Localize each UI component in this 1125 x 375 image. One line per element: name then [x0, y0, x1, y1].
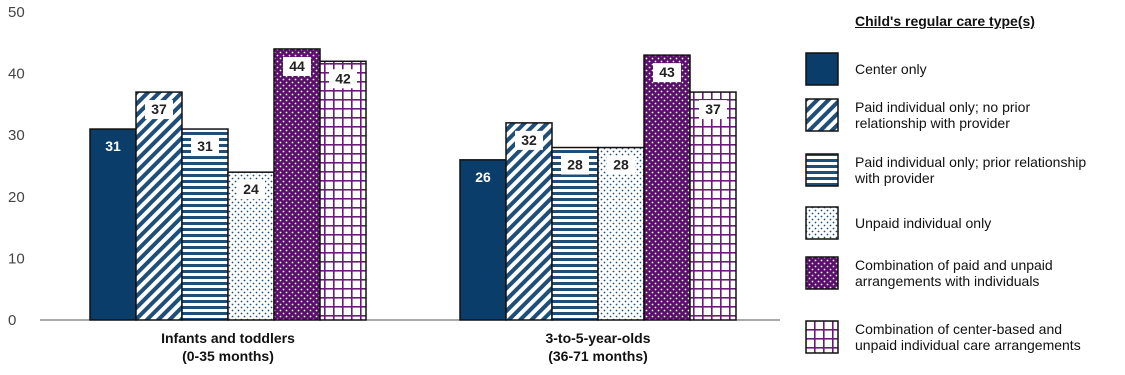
y-tick-label: 0: [8, 312, 16, 329]
bar: [319, 60, 367, 321]
legend-swatch: [805, 52, 839, 86]
value-label-box: [515, 130, 543, 150]
bar: [273, 48, 321, 321]
value-label-box: [699, 100, 727, 120]
legend-label: Unpaid individual only: [855, 215, 992, 231]
value-label: 32: [521, 132, 537, 148]
value-label-box: [283, 56, 311, 76]
bar: [597, 146, 645, 321]
value-label: 44: [289, 58, 305, 74]
legend-swatch: [805, 153, 839, 187]
value-label-box: [561, 155, 589, 175]
value-label-box: [653, 63, 681, 83]
bar: [135, 91, 183, 321]
bar: [505, 122, 553, 321]
legend-label: Combination of center-based and unpaid i…: [855, 321, 1081, 353]
bar: [227, 171, 275, 321]
bar-chart: 0 10 20 30 40 50 31 37 31 24 44 42 26 32 28 28 43 37 Inf…: [8, 4, 780, 364]
legend-swatch: [805, 206, 839, 240]
value-label: 24: [243, 181, 259, 197]
value-label: 28: [613, 157, 629, 173]
value-label: 43: [659, 64, 675, 80]
category-label: Infants and toddlers: [161, 330, 295, 346]
bar: [89, 128, 137, 321]
legend-item: Center only: [805, 52, 1105, 86]
legend-title: Child's regular care type(s): [855, 13, 1035, 29]
value-label-box: [191, 137, 219, 157]
y-tick-label: 20: [8, 189, 25, 206]
value-label: 37: [705, 101, 721, 117]
y-tick-label: 40: [8, 66, 25, 83]
value-label-box: [329, 69, 357, 89]
value-label: 42: [335, 70, 351, 86]
bar: [689, 91, 737, 321]
legend: Child's regular care type(s) Center only…: [805, 8, 1115, 354]
category-label: (0-35 months): [182, 348, 274, 364]
value-label-box: [607, 155, 635, 175]
category-labels: Infants and toddlers (0-35 months) 3-to-5-…: [161, 330, 651, 364]
legend-item: Paid individual only; prior relationship…: [805, 153, 1105, 187]
legend-label: Paid individual only; prior relationship…: [855, 154, 1087, 186]
value-label: 37: [151, 101, 167, 117]
legend-swatch: [805, 256, 839, 290]
value-label: 31: [105, 138, 121, 154]
legend-swatch: [805, 98, 839, 132]
bar: [643, 54, 691, 321]
category-label: (36-71 months): [548, 348, 648, 364]
value-label-box: [237, 180, 265, 200]
legend-label: Center only: [855, 61, 927, 77]
legend-item: Unpaid individual only: [805, 206, 1105, 240]
category-label: 3-to-5-year-olds: [545, 330, 650, 346]
value-label: 26: [475, 169, 491, 185]
y-tick-label: 30: [8, 127, 25, 144]
value-label-box: [145, 100, 173, 120]
y-tick-label: 50: [8, 4, 25, 21]
y-tick-label: 10: [8, 250, 25, 267]
bar: [181, 128, 229, 321]
legend-label: Combination of paid and unpaid arrangeme…: [855, 257, 1053, 289]
legend-item: Combination of paid and unpaid arrangeme…: [805, 256, 1105, 290]
legend-item: Combination of center-based and unpaid i…: [805, 320, 1105, 354]
value-label: 28: [567, 157, 583, 173]
legend-swatch: [805, 320, 839, 354]
legend-label: Paid individual only; no prior relations…: [855, 99, 1031, 131]
bars: [89, 48, 737, 321]
value-label: 31: [197, 138, 213, 154]
value-labels: 31 37 31 24 44 42 26 32 28 28 43 37: [105, 56, 727, 200]
legend-item: Paid individual only; no prior relations…: [805, 98, 1105, 132]
